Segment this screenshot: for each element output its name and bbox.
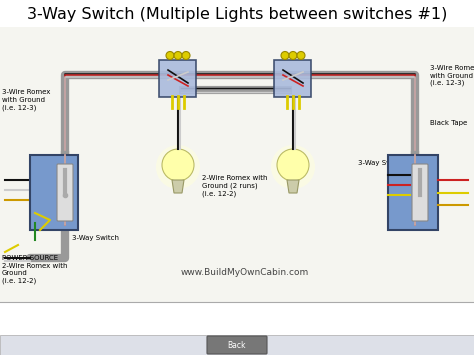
Circle shape	[166, 51, 174, 60]
Text: Black Tape: Black Tape	[430, 120, 467, 126]
Circle shape	[277, 149, 309, 181]
Circle shape	[156, 145, 200, 189]
Text: Back: Back	[228, 340, 246, 350]
FancyBboxPatch shape	[30, 155, 78, 230]
Circle shape	[281, 51, 289, 60]
FancyBboxPatch shape	[274, 60, 311, 97]
Circle shape	[162, 149, 194, 181]
Circle shape	[271, 145, 315, 189]
FancyBboxPatch shape	[0, 302, 474, 337]
FancyBboxPatch shape	[388, 155, 438, 230]
Circle shape	[297, 51, 305, 60]
Text: 2-Wire Romex with
Ground (2 runs)
(i.e. 12-2): 2-Wire Romex with Ground (2 runs) (i.e. …	[202, 175, 267, 197]
Polygon shape	[172, 180, 184, 193]
Text: Pressauto.NET: Pressauto.NET	[8, 308, 168, 328]
Text: 3-Wire Romex
with Ground
(i.e. 12-3): 3-Wire Romex with Ground (i.e. 12-3)	[430, 65, 474, 87]
Text: www.BuildMyOwnCabin.com: www.BuildMyOwnCabin.com	[181, 268, 309, 277]
Text: 3-Way Switch (Multiple Lights between switches #1): 3-Way Switch (Multiple Lights between sw…	[27, 6, 447, 22]
Polygon shape	[287, 180, 299, 193]
Text: POWER SOURCE
2-Wire Romex with
Ground
(i.e. 12-2): POWER SOURCE 2-Wire Romex with Ground (i…	[2, 255, 67, 284]
FancyBboxPatch shape	[57, 164, 73, 221]
FancyBboxPatch shape	[0, 335, 474, 355]
Text: 3-Way Switch: 3-Way Switch	[72, 235, 119, 241]
Circle shape	[174, 51, 182, 60]
FancyBboxPatch shape	[159, 60, 197, 97]
FancyBboxPatch shape	[412, 164, 428, 221]
Circle shape	[182, 51, 190, 60]
Circle shape	[289, 51, 297, 60]
Text: 3-Way Switch: 3-Way Switch	[358, 160, 405, 166]
FancyBboxPatch shape	[0, 27, 474, 302]
FancyBboxPatch shape	[207, 336, 267, 354]
Text: 3-Wire Romex
with Ground
(i.e. 12-3): 3-Wire Romex with Ground (i.e. 12-3)	[2, 89, 50, 111]
